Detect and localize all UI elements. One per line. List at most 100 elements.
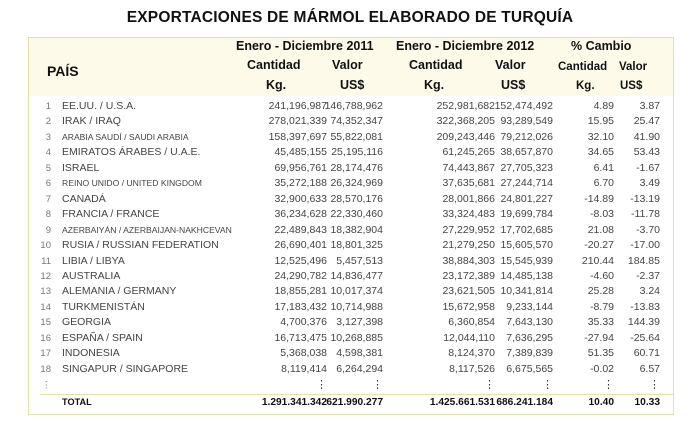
row-value-2012: 24,801,227 xyxy=(500,192,553,205)
table-row: 12 AUSTRALIA 24,290,782 14,836,477 23,172,38… xyxy=(29,269,673,284)
row-value-2011: 55,822,081 xyxy=(330,130,383,143)
row-pct-value: -11.78 xyxy=(631,208,660,221)
total-pq: 10.40 xyxy=(588,397,615,408)
row-pct-quantity: 51.35 xyxy=(587,347,614,360)
row-value-2011: 18,382,904 xyxy=(330,223,383,236)
row-pct-quantity: -14.89 xyxy=(584,192,614,205)
total-row: TOTAL 1.291.341.342 621.990.277 1.425.66… xyxy=(29,395,673,410)
row-quantity-2011: 35,272,188 xyxy=(274,177,327,190)
row-value-2011: 74,352,347 xyxy=(330,115,383,128)
row-country: INDONESIA xyxy=(62,347,120,360)
header-period-2011: Enero - Diciembre 2011 xyxy=(236,39,374,53)
row-quantity-2012: 23,172,389 xyxy=(442,269,495,282)
row-country: AUSTRALIA xyxy=(62,269,121,282)
table-row: 7 CANADÁ 32,900,633 28,570,176 28,001,866 24,… xyxy=(29,192,673,207)
row-index: 4 xyxy=(45,147,51,159)
row-pct-value: 41.90 xyxy=(633,130,660,143)
row-pct-quantity: 25.28 xyxy=(587,285,614,298)
row-quantity-2012: 21,279,250 xyxy=(442,239,495,252)
row-quantity-2012: 12,044,110 xyxy=(443,331,495,344)
table-row: 6 REINO UNIDO / UNITED KINGDOM 35,272,188 2… xyxy=(29,176,673,191)
row-value-2011: 5,457,513 xyxy=(336,254,383,267)
row-index: 12 xyxy=(40,270,51,282)
row-pct-quantity: 210.44 xyxy=(581,254,614,267)
row-quantity-2011: 4,700,376 xyxy=(280,316,327,329)
row-value-2011: 22,330,460 xyxy=(330,208,383,221)
row-value-2012: 17,702,685 xyxy=(500,223,553,236)
row-country: EE.UU. / U.S.A. xyxy=(62,100,137,112)
row-pct-quantity: -0.02 xyxy=(590,362,614,375)
row-quantity-2011: 5,368,038 xyxy=(280,347,327,360)
header-usd-2011: US$ xyxy=(340,78,365,92)
row-quantity-2011: 69,956,761 xyxy=(274,161,327,174)
row-value-2011: 14,836,477 xyxy=(330,269,383,282)
row-pct-value: -1.67 xyxy=(636,161,660,174)
row-quantity-2011: 278,021,339 xyxy=(268,115,327,128)
table-row: 13 ALEMANIA / GERMANY 18,855,281 10,017,374… xyxy=(29,284,673,299)
row-country: ISRAEL xyxy=(62,161,100,174)
table-row: 18 SINGAPUR / SINGAPORE 8,119,414 6,264,294… xyxy=(29,362,673,377)
row-value-2012: 9,233,144 xyxy=(506,300,553,313)
row-quantity-2012: 33,324,483 xyxy=(442,208,495,221)
row-pct-quantity: -4.60 xyxy=(590,269,614,282)
row-index: 3 xyxy=(45,131,51,143)
row-index: 8 xyxy=(45,209,51,221)
row-index: 1 xyxy=(45,101,51,112)
row-value-2011: 10,017,374 xyxy=(330,285,383,298)
row-value-2011: 18,801,325 xyxy=(330,239,383,252)
row-value-2011: 4,598,381 xyxy=(336,347,383,360)
row-quantity-2011: 241,196,987 xyxy=(268,100,327,112)
row-quantity-2011: 45,485,155 xyxy=(274,146,327,159)
table-row: 2 IRAK / IRAQ 278,021,339 74,352,347 322,368… xyxy=(29,114,673,129)
row-pct-value: -25.64 xyxy=(630,331,660,344)
table-row: 16 ESPAÑA / SPAIN 16,713,475 10,268,885 12,0… xyxy=(29,331,673,346)
row-pct-quantity: -8.79 xyxy=(590,300,614,313)
page-title: EXPORTACIONES DE MÁRMOL ELABORADO DE TUR… xyxy=(126,9,574,26)
row-quantity-2011: 26,690,401 xyxy=(274,239,327,252)
header-valor-2012: Valor xyxy=(495,58,526,72)
table-row: 17 INDONESIA 5,368,038 4,598,381 8,124,370 7,… xyxy=(29,346,673,361)
total-pv: 10.33 xyxy=(634,397,661,408)
row-pct-quantity: -8.03 xyxy=(590,208,614,221)
row-index: 15 xyxy=(40,317,51,329)
row-quantity-2012: 74,443,867 xyxy=(442,161,495,174)
row-quantity-2011: 8,119,414 xyxy=(281,362,327,375)
row-quantity-2012: 8,124,370 xyxy=(448,347,495,360)
row-quantity-2012: 37,635,681 xyxy=(442,177,495,190)
row-pct-quantity: 32.10 xyxy=(587,130,614,143)
row-country: EMIRATOS ÁRABES / U.A.E. xyxy=(62,146,201,159)
row-pct-value: 184.85 xyxy=(627,254,660,267)
row-pct-value: 25.47 xyxy=(633,115,660,128)
table-row: 11 LIBIA / LIBYA 12,525,496 5,457,513 38,884… xyxy=(29,254,673,269)
row-pct-quantity: 6.41 xyxy=(593,161,614,174)
table-row: 8 FRANCIA / FRANCE 36,234,628 22,330,460 33,… xyxy=(29,207,673,222)
row-country: SINGAPUR / SINGAPORE xyxy=(62,362,189,375)
ellipsis-v11: ⋮ xyxy=(372,379,383,391)
table-row: 15 GEORGIA 4,700,376 3,127,398 6,360,854 7,64… xyxy=(29,315,673,330)
row-index: 6 xyxy=(45,178,51,190)
header-cantidad-pct: Cantidad xyxy=(558,61,608,73)
row-pct-quantity: 34.65 xyxy=(587,146,614,159)
row-country: CANADÁ xyxy=(62,192,106,205)
row-value-2012: 19,699,784 xyxy=(500,208,553,221)
row-country: AZERBAIYÁN / AZERBAIJAN-NAKHCEVAN xyxy=(62,224,232,235)
row-value-2012: 15,545,939 xyxy=(500,254,553,267)
row-pct-value: 3.87 xyxy=(639,100,660,112)
row-index: 7 xyxy=(45,193,51,205)
row-value-2012: 27,705,323 xyxy=(500,161,553,174)
header-pct-change: % Cambio xyxy=(571,39,632,53)
row-pct-value: -17.00 xyxy=(630,239,660,252)
header-cantidad-2011: Cantidad xyxy=(247,58,301,72)
row-value-2012: 6,675,565 xyxy=(506,362,553,375)
row-pct-quantity: 4.89 xyxy=(593,100,614,112)
row-pct-value: -13.19 xyxy=(630,192,660,205)
table-row: 14 TURKMENISTÁN 17,183,432 10,714,988 15,672… xyxy=(29,300,673,315)
row-value-2011: 28,570,176 xyxy=(330,192,383,205)
row-index: 11 xyxy=(41,255,51,267)
row-quantity-2012: 15,672,958 xyxy=(442,300,495,313)
row-country: GEORGIA xyxy=(62,316,112,329)
header-pais: PAÍS xyxy=(47,63,79,79)
total-q11: 1.291.341.342 xyxy=(261,397,327,408)
ellipsis-q11: ⋮ xyxy=(316,379,327,391)
header-kg-2012: Kg. xyxy=(424,78,445,92)
